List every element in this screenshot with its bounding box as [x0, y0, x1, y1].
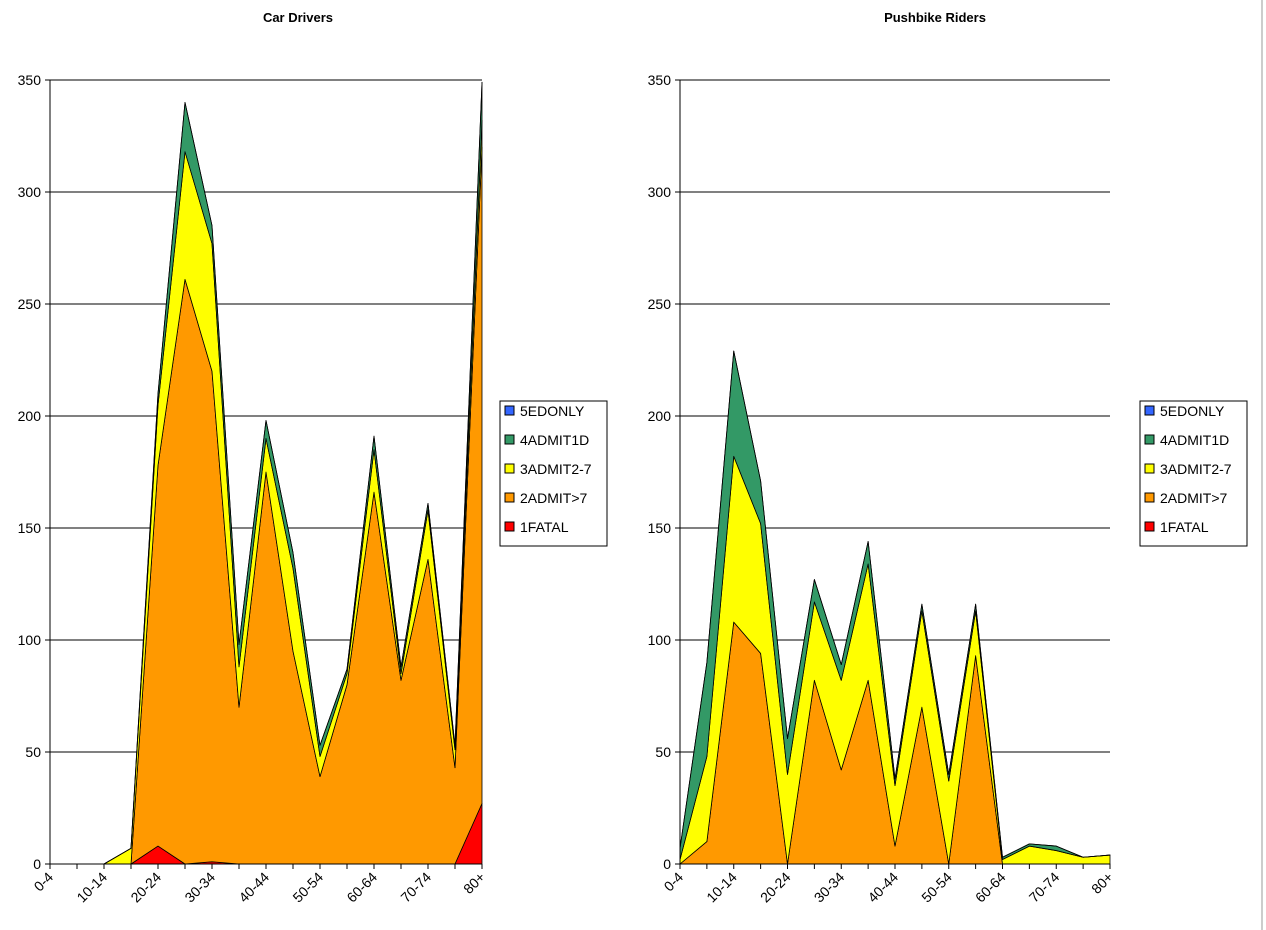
legend-swatch: [1144, 492, 1155, 503]
x-tick-label: 30-34: [811, 869, 848, 906]
legend-swatch: [504, 434, 515, 445]
legend-label: 1FATAL: [1160, 519, 1209, 535]
x-tick-label: 80+: [1088, 869, 1116, 897]
x-tick-label: 40-44: [864, 869, 901, 906]
area-series-5edonly: [679, 350, 1111, 858]
legend: 5EDONLY 4ADMIT1D 3ADMIT2-7 2ADMIT>7 1FATAL: [1139, 400, 1248, 547]
area-series-group: [49, 81, 483, 865]
legend-box: [1139, 400, 1248, 547]
axes: [45, 79, 483, 869]
legend-swatch: [1144, 521, 1155, 532]
x-tick-label: 50-54: [289, 869, 326, 906]
legend-swatch: [1144, 405, 1155, 416]
y-tick-label: 0: [663, 856, 671, 872]
legend: 5EDONLY 4ADMIT1D 3ADMIT2-7 2ADMIT>7 1FATAL: [499, 400, 608, 547]
y-tick-label: 150: [648, 520, 672, 536]
y-tick-label: 200: [648, 408, 672, 424]
x-tick-label: 40-44: [235, 869, 272, 906]
x-tick-labels: 0-4 10-14 20-24 30-34 40-44 50-54 60-64 70-74 80…: [30, 869, 488, 906]
y-tick-labels: 0 50 100 150 200 250 300 350: [18, 72, 42, 872]
y-tick-label: 350: [648, 72, 672, 88]
y-tick-label: 350: [18, 72, 42, 88]
legend-label: 4ADMIT1D: [520, 432, 589, 448]
x-tick-label: 30-34: [181, 869, 218, 906]
y-tick-label: 50: [655, 744, 671, 760]
x-tick-label: 70-74: [1026, 869, 1063, 906]
x-tick-label: 60-64: [343, 869, 380, 906]
y-tick-label: 200: [18, 408, 42, 424]
legend-swatch: [504, 405, 515, 416]
chart-title: Pushbike Riders: [884, 10, 986, 25]
legend-swatch: [1144, 434, 1155, 445]
legend-label: 2ADMIT>7: [1160, 490, 1228, 506]
legend-label: 5EDONLY: [520, 403, 585, 419]
y-tick-labels: 0 50 100 150 200 250 300 350: [648, 72, 672, 872]
x-tick-label: 10-14: [703, 869, 740, 906]
legend-swatch: [1144, 463, 1155, 474]
y-tick-label: 0: [33, 856, 41, 872]
x-tick-label: 10-14: [73, 869, 110, 906]
legend-label: 2ADMIT>7: [520, 490, 588, 506]
chart-title: Car Drivers: [263, 10, 333, 25]
x-tick-label: 0-4: [660, 869, 686, 895]
legend-label: 4ADMIT1D: [1160, 432, 1229, 448]
x-tick-label: 60-64: [972, 869, 1009, 906]
legend-label: 1FATAL: [520, 519, 569, 535]
x-tick-label: 70-74: [397, 869, 434, 906]
x-tick-label: 80+: [460, 869, 488, 897]
axes: [675, 79, 1111, 869]
legend-swatch: [504, 521, 515, 532]
x-tick-label: 20-24: [757, 869, 794, 906]
y-tick-label: 100: [648, 632, 672, 648]
y-tick-label: 250: [648, 296, 672, 312]
y-tick-label: 250: [18, 296, 42, 312]
area-series-group: [679, 350, 1111, 865]
legend-swatch: [504, 492, 515, 503]
y-tick-label: 100: [18, 632, 42, 648]
y-tick-label: 300: [648, 184, 672, 200]
legend-label: 3ADMIT2-7: [1160, 461, 1232, 477]
y-tick-label: 50: [25, 744, 41, 760]
x-tick-labels: 0-4 10-14 20-24 30-34 40-44 50-54 60-64 70-74 80…: [660, 869, 1116, 906]
legend-label: 5EDONLY: [1160, 403, 1225, 419]
chart-pushbike-riders: Pushbike Riders 0 50 100 150 200 250 300 350 0-…: [648, 10, 1248, 906]
legend-box: [499, 400, 608, 547]
area-series-2admit-7: [49, 146, 483, 865]
chart-car-drivers: Car Drivers 0 50 100 150 200 250 300 350 0-4 10-…: [18, 10, 608, 906]
y-tick-label: 300: [18, 184, 42, 200]
y-tick-label: 150: [18, 520, 42, 536]
x-tick-label: 20-24: [127, 869, 164, 906]
legend-label: 3ADMIT2-7: [520, 461, 592, 477]
legend-swatch: [504, 463, 515, 474]
x-tick-label: 0-4: [30, 869, 56, 895]
x-tick-label: 50-54: [918, 869, 955, 906]
area-series-5edonly: [49, 81, 483, 865]
